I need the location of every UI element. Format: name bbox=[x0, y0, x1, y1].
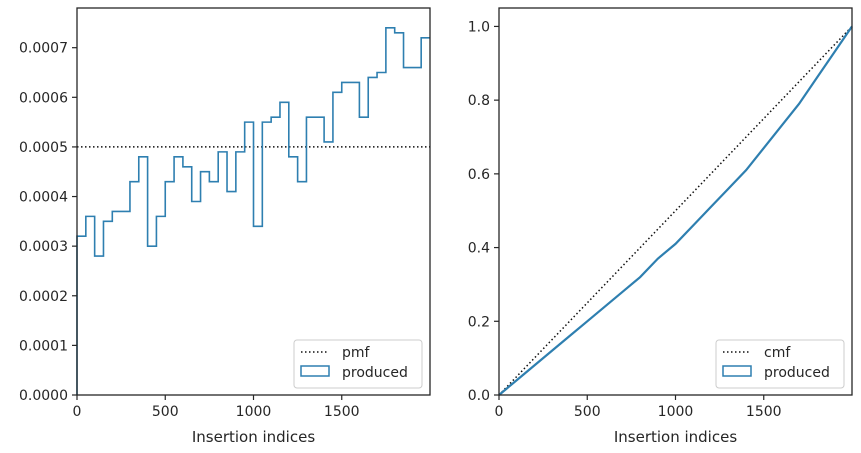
x-tick-label: 500 bbox=[574, 404, 601, 420]
pmf-chart: 0 500 1000 1500 0.00000.00010.00020.00030.0… bbox=[19, 7, 431, 446]
pmf-x-ticks: 0 500 1000 1500 bbox=[73, 395, 360, 420]
y-tick-label: 0.0007 bbox=[19, 41, 68, 57]
y-tick-label: 0.0004 bbox=[19, 190, 68, 206]
x-tick-label: 500 bbox=[152, 404, 179, 420]
produced-step-outline bbox=[76, 27, 430, 395]
cmf-y-ticks: 0.0 0.2 0.4 0.6 0.8 1.0 bbox=[468, 19, 499, 404]
pmf-legend-label-produced: produced bbox=[342, 365, 408, 381]
cmf-legend-label-produced: produced bbox=[764, 365, 830, 381]
y-tick-label: 0.0006 bbox=[19, 90, 68, 106]
cmf-legend-label-reference: cmf bbox=[764, 345, 791, 361]
cmf-x-ticks: 0 500 1000 1500 bbox=[495, 395, 782, 420]
y-tick-label: 0.0003 bbox=[19, 239, 68, 255]
y-tick-label: 0.0005 bbox=[19, 140, 68, 156]
cmf-plot-frame bbox=[498, 7, 853, 396]
pmf-y-ticks: 0.0000 0.0001 0.0002 0.0003 0.0004 0.0005 0.00… bbox=[19, 41, 77, 404]
x-tick-label: 1000 bbox=[658, 404, 694, 420]
y-tick-label: 0.4 bbox=[468, 241, 490, 257]
y-tick-label: 0.6 bbox=[468, 167, 490, 183]
y-tick-label: 0.0001 bbox=[19, 338, 68, 354]
cmf-x-axis-label: Insertion indices bbox=[614, 428, 737, 446]
y-tick-label: 0.0002 bbox=[19, 289, 68, 305]
cmf-line bbox=[498, 25, 853, 396]
pmf-legend-label-reference: pmf bbox=[342, 345, 371, 361]
y-tick-label: 0.2 bbox=[468, 314, 490, 330]
y-tick-label: 0.8 bbox=[468, 93, 490, 109]
cmf-reference-line bbox=[498, 25, 853, 396]
pmf-legend-patch-swatch bbox=[300, 365, 330, 377]
cmf-legend: cmf produced bbox=[715, 339, 845, 389]
y-tick-label: 0.0 bbox=[468, 388, 490, 404]
produced-cumulative-line bbox=[498, 25, 853, 396]
produced-cumulative bbox=[498, 25, 853, 396]
cmf-legend-patch-swatch bbox=[722, 365, 752, 377]
pmf-x-axis-label: Insertion indices bbox=[192, 428, 315, 446]
produced-histogram bbox=[76, 27, 430, 395]
x-tick-label: 0 bbox=[495, 404, 504, 420]
y-tick-label: 0.0000 bbox=[19, 388, 68, 404]
y-tick-label: 1.0 bbox=[468, 19, 490, 35]
x-tick-label: 0 bbox=[73, 404, 82, 420]
x-tick-label: 1000 bbox=[236, 404, 272, 420]
x-tick-label: 1500 bbox=[746, 404, 782, 420]
cmf-chart: 0 500 1000 1500 0.0 0.2 0.4 0.6 0.8 1.0 Insertio… bbox=[468, 7, 853, 446]
pmf-legend: pmf produced bbox=[293, 339, 423, 389]
x-tick-label: 1500 bbox=[324, 404, 360, 420]
